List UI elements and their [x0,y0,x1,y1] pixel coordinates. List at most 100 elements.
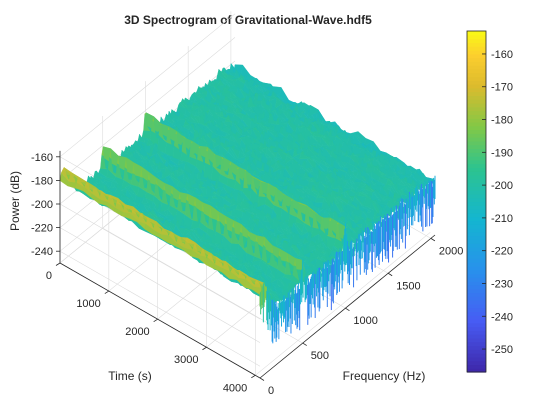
colorbar-swatch [467,42,486,47]
colorbar-swatch [467,353,486,358]
y-tick-label: 2000 [125,326,149,338]
colorbar-swatch [467,307,486,312]
colorbar-tick-label: -240 [491,311,513,323]
colorbar-swatch [467,318,486,324]
colorbar-swatch [467,148,486,153]
surface-patch [314,197,325,203]
colorbar-swatch [467,315,486,320]
colorbar-swatch [467,250,486,256]
x-tick-label: 2000 [439,245,463,257]
colorbar-swatch [467,239,486,244]
colorbar-swatch [467,349,486,354]
colorbar-swatch [467,57,486,62]
colorbar-swatch [467,201,486,206]
colorbar-tick-label: -190 [491,147,513,159]
z-tick-label: -160 [31,152,53,164]
colorbar-swatch [467,167,486,172]
y-axis-label: Time (s) [108,369,152,383]
colorbar-swatch [467,163,486,168]
colorbar-swatch [467,80,486,85]
colorbar-swatch [467,118,486,123]
colorbar-swatch [467,137,486,142]
colorbar-swatch [467,277,486,282]
colorbar-swatch [467,216,486,222]
y-tick [251,374,256,379]
colorbar-swatch [467,178,486,184]
colorbar-swatch [467,356,486,362]
colorbar-tick-label: -160 [491,49,513,61]
colorbar-swatch [467,99,486,104]
x-axis-label: Frequency (Hz) [343,369,426,383]
colorbar-swatch [467,95,486,100]
colorbar-swatch [467,337,486,343]
colorbar-swatch [467,125,486,131]
colorbar-swatch [467,121,486,127]
colorbar-tick-label: -230 [491,279,513,291]
colorbar-swatch [467,102,486,108]
colorbar-tick-label: -250 [491,344,513,356]
colorbar-swatch [467,296,486,301]
colorbar-swatch [467,156,486,161]
colorbar-swatch [467,174,486,180]
colorbar-swatch [467,84,486,89]
x-tick-label: 1000 [353,315,377,327]
colorbar-swatch [467,65,486,70]
colorbar-swatch [467,228,486,233]
colorbar-swatch [467,53,486,59]
colorbar-swatch [467,368,486,373]
colorbar-swatch [467,258,486,263]
colorbar-swatch [467,334,486,339]
colorbar-swatch [467,269,486,275]
x-tick [430,238,436,242]
colorbar-swatch [467,91,486,97]
colorbar-swatch [467,205,486,210]
x-tick [302,342,307,346]
colorbar-swatch [467,284,486,290]
colorbar-swatch [467,273,486,278]
colorbar-tick-label: -200 [491,180,513,192]
colorbar-swatch [467,243,486,248]
z-tick-label: -240 [31,246,53,258]
colorbar-swatch [467,292,486,297]
colorbar-swatch [467,38,486,43]
y-tick [202,346,207,351]
colorbar-swatch [467,49,486,55]
y-tick-label: 1000 [76,298,100,310]
colorbar-swatch [467,364,486,369]
colorbar-swatch [467,265,486,271]
colorbar-swatch [467,231,486,237]
colorbar-swatch [467,171,486,176]
colorbar-swatch [467,326,486,331]
colorbar-tick-label: -180 [491,115,513,127]
colorbar-tick-label: -170 [491,82,513,94]
colorbar-swatch [467,330,486,335]
y-tick [153,318,158,322]
colorbar-swatch [467,303,486,309]
y-tick [104,290,110,294]
z-tick-label: -180 [31,175,53,187]
colorbar-swatch [467,61,486,66]
x-tick-label: 1500 [396,280,420,292]
colorbar-swatch [467,129,486,134]
spectrogram-surface [59,62,436,344]
chart-title: 3D Spectrogram of Gravitational-Wave.hdf… [124,13,372,27]
colorbar-frame [466,30,487,373]
y-tick-label: 0 [46,270,52,282]
axes: 0 500 1000 1500 2000 0 1000 2000 3000 4000 -160 -18… [31,150,463,397]
colorbar-swatch [467,212,486,218]
colorbar-swatch [467,246,486,252]
colorbar-swatch [467,144,486,150]
colorbar-swatch [467,140,486,146]
colorbar-swatch [467,152,486,157]
colorbar-swatch [467,235,486,240]
colorbar-swatch [467,46,486,51]
colorbar-swatch [467,72,486,78]
colorbar: -160 -170 -180 -190 -200 -210 -220 -230 -240 -250 [466,30,513,373]
colorbar-swatch [467,224,486,229]
colorbar-swatch [467,31,486,36]
colorbar-swatch [467,288,486,294]
colorbar-swatch [467,345,486,350]
y-tick [55,262,61,266]
colorbar-swatch [467,220,486,225]
